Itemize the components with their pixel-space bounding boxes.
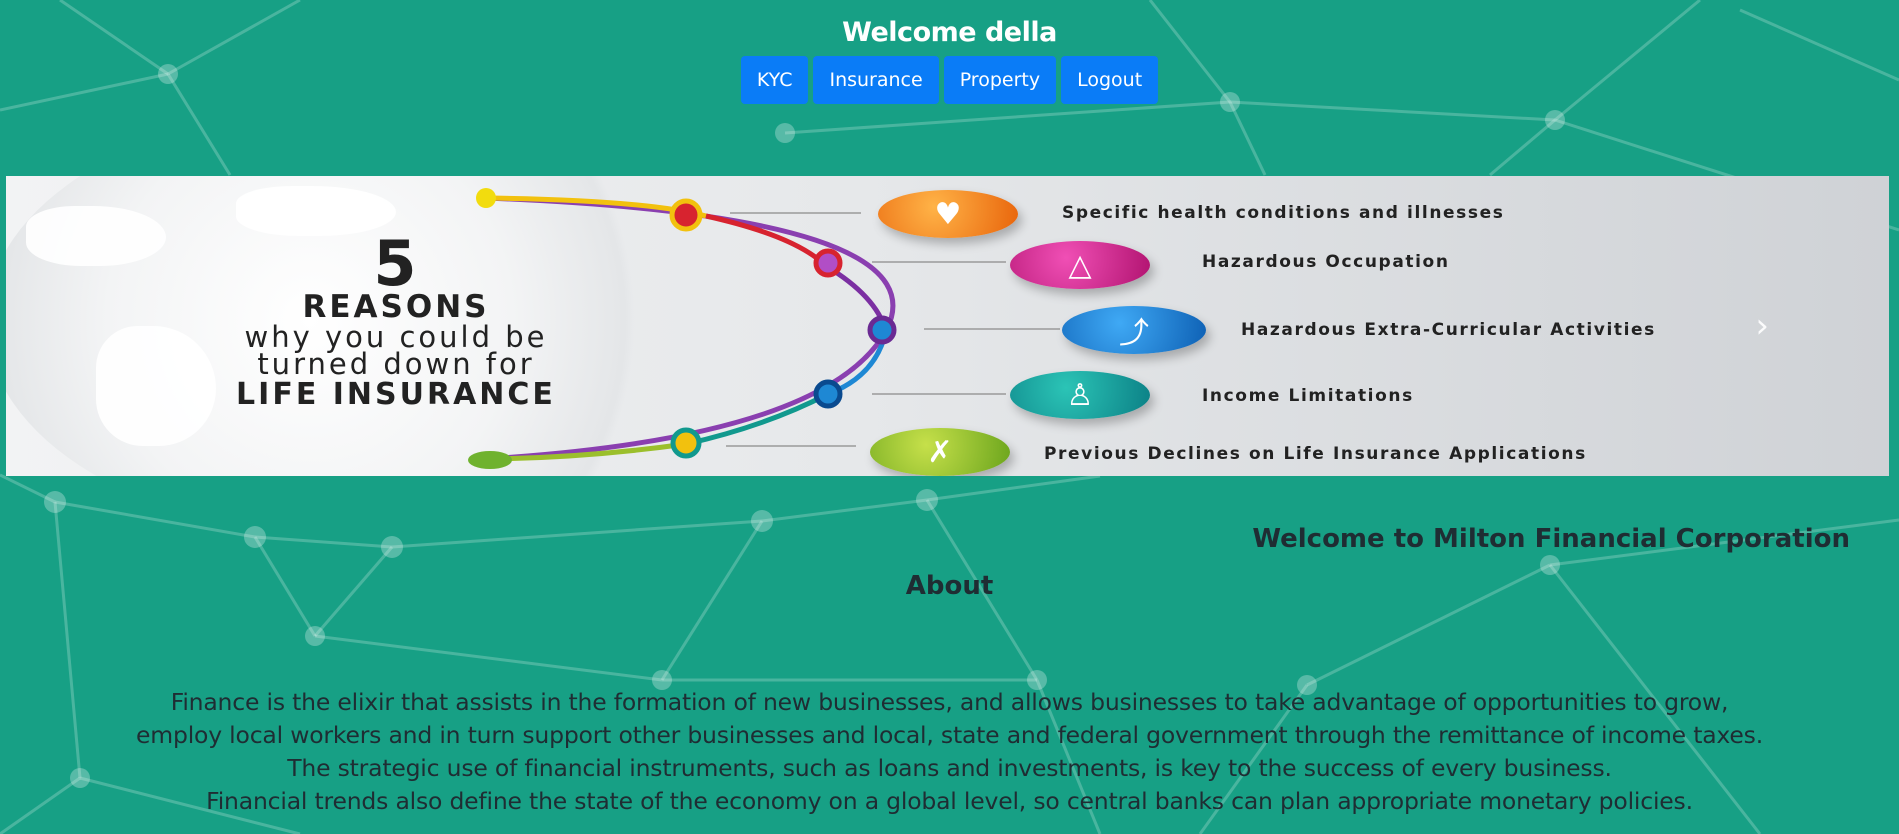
carousel-next-icon[interactable]: › — [1755, 306, 1769, 346]
banner-number: 5 — [373, 227, 419, 300]
about-line: The strategic use of financial instrumen… — [287, 754, 1612, 782]
banner-heading: REASONS — [302, 289, 490, 325]
about-paragraph: Finance is the elixir that assists in th… — [0, 686, 1899, 818]
reason-item: Hazardous Extra-Curricular Activities — [1241, 320, 1656, 340]
banner-subline-1: why you could be — [244, 320, 548, 354]
welcome-heading: Welcome della — [842, 17, 1057, 48]
carousel-banner: 5 REASONS why you could be turned down f… — [6, 176, 1889, 476]
income-icon: ♙ — [1010, 371, 1150, 419]
warning-icon: △ — [1010, 241, 1150, 289]
runner-icon: ⤴ — [1062, 306, 1206, 354]
map-shape — [26, 206, 166, 266]
header: Welcome della KYC Insurance Property Log… — [0, 14, 1899, 104]
reasons-arc — [468, 188, 1060, 469]
reason-item: Income Limitations — [1202, 386, 1414, 406]
map-shape — [96, 326, 216, 446]
reason-item: Specific health conditions and illnesses — [1062, 203, 1505, 223]
nav-bar: KYC Insurance Property Logout — [0, 56, 1899, 104]
reason-item: Hazardous Occupation — [1202, 252, 1450, 272]
about-line: Financial trends also define the state o… — [206, 787, 1693, 815]
property-button[interactable]: Property — [943, 56, 1057, 104]
reason-item: Previous Declines on Life Insurance Appl… — [1044, 444, 1587, 464]
banner-headline: 5 REASONS why you could be turned down f… — [86, 227, 706, 412]
about-heading: About — [905, 571, 994, 601]
logout-button[interactable]: Logout — [1061, 56, 1159, 104]
banner-subline-2: turned down for — [257, 347, 535, 381]
kyc-button[interactable]: KYC — [740, 56, 809, 104]
map-shape — [236, 186, 396, 236]
corporation-title: Welcome to Milton Financial Corporation — [1252, 524, 1850, 554]
about-line: employ local workers and in turn support… — [136, 721, 1763, 749]
decline-icon: ✗ — [870, 428, 1010, 476]
banner-emphasis: LIFE INSURANCE — [236, 377, 556, 412]
heart-icon: ♥ — [878, 190, 1018, 238]
about-line: Finance is the elixir that assists in th… — [170, 688, 1729, 716]
insurance-button[interactable]: Insurance — [813, 56, 939, 104]
